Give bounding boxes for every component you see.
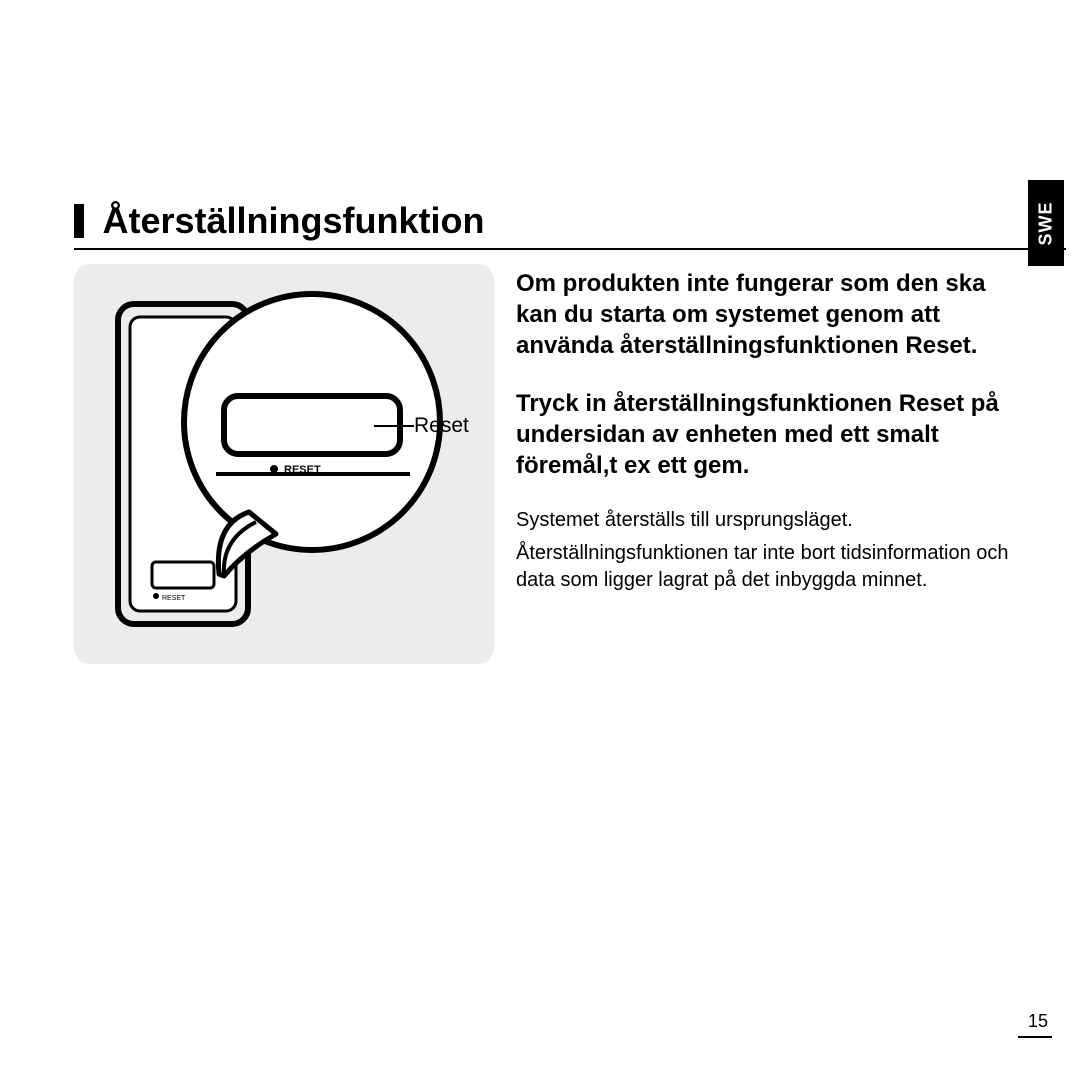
- manual-page: SWE Återställningsfunktion RESET RESET: [0, 0, 1080, 1080]
- reset-diagram-icon: RESET RESET: [74, 264, 494, 664]
- magnified-reset-label: RESET: [284, 464, 321, 476]
- instruction-text: Om produkten inte fungerar som den ska k…: [516, 268, 1020, 600]
- step-paragraph: Tryck in återställningsfunktionen Reset …: [516, 388, 1020, 482]
- heading-bar-icon: [74, 204, 84, 238]
- device-reset-label: RESET: [162, 595, 186, 602]
- intro-paragraph: Om produkten inte fungerar som den ska k…: [516, 268, 1020, 362]
- page-number: 15: [1028, 1011, 1048, 1032]
- note-1: Systemet återställs till ursprungsläget.: [516, 507, 1020, 534]
- note-2: Återställningsfunktionen tar inte bort t…: [516, 540, 1020, 594]
- reset-callout-label: Reset: [414, 414, 469, 438]
- page-number-rule: [1018, 1036, 1052, 1038]
- heading-text: Återställningsfunktion: [102, 200, 484, 242]
- illustration-panel: RESET RESET Reset: [74, 264, 494, 664]
- section-heading: Återställningsfunktion: [74, 200, 1066, 250]
